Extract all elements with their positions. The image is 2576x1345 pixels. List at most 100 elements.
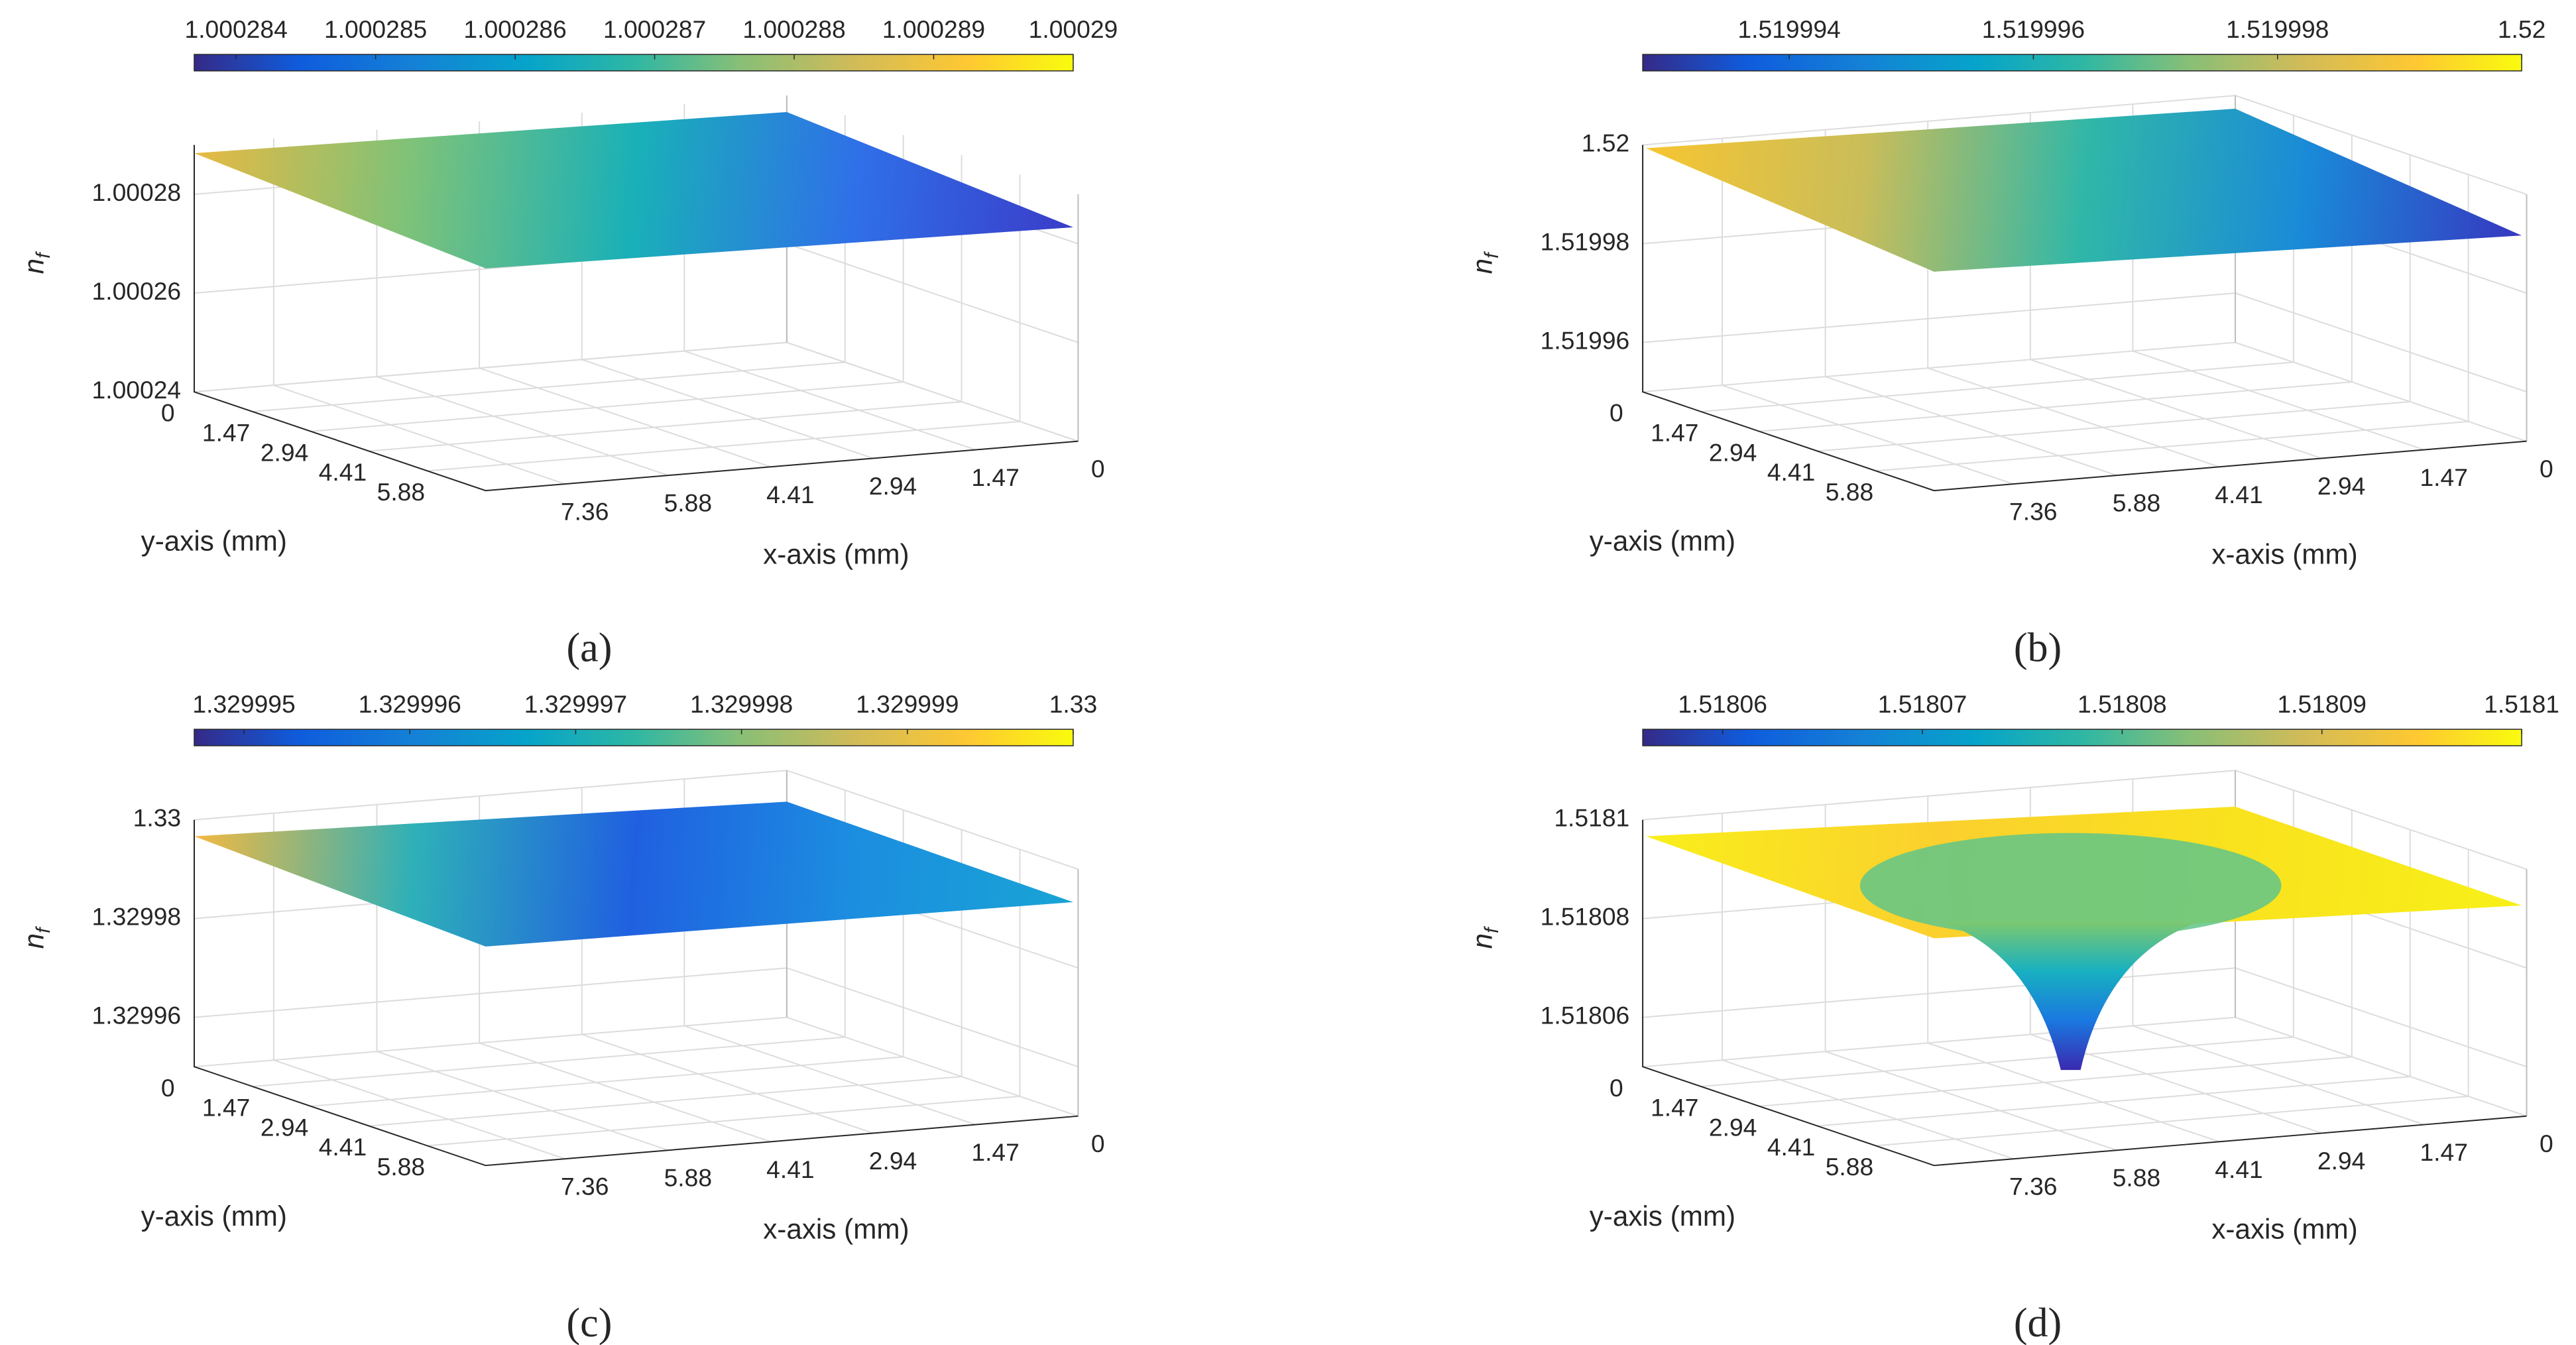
colorbar-tick-label: 1.519994	[1737, 15, 1840, 43]
colorbar-tick-label: 1.51808	[2078, 690, 2167, 718]
z-tick-label: 1.00026	[92, 277, 182, 305]
z-label-sub: f	[32, 251, 54, 259]
x-tick-label: 0	[2540, 1130, 2553, 1157]
colorbar-tick-label: 1.329997	[524, 690, 627, 718]
y-tick-label: 0	[161, 399, 175, 427]
x-tick-label: 1.47	[2420, 1138, 2467, 1166]
x-tick-label: 5.88	[664, 1164, 712, 1192]
colorbar-tick-label: 1.00029	[1029, 15, 1118, 43]
x-tick-label: 7.36	[561, 1173, 609, 1200]
z-axis-label: nf	[1467, 251, 1503, 274]
x-tick-label: 1.47	[971, 463, 1019, 491]
y-tick-label: 1.47	[202, 1094, 250, 1122]
colorbar-tick-label: 1.000288	[742, 15, 845, 43]
z-axis-label: nf	[19, 926, 54, 949]
y-tick-label: 4.41	[319, 458, 367, 486]
x-tick-label: 0	[1091, 1130, 1105, 1157]
panel: 1.32996 1.32998 1.33 0 1.47 2.94 4.41 5.88 0 1.47…	[19, 690, 1105, 1345]
x-tick-label: 0	[2540, 455, 2553, 483]
z-tick-label: 1.52	[1582, 129, 1629, 157]
y-tick-label: 1.47	[202, 419, 250, 447]
colorbar-tick-label: 1.519998	[2226, 15, 2329, 43]
y-tick-label: 5.88	[377, 1153, 425, 1181]
colorbar-tick-label: 1.000285	[324, 15, 427, 43]
z-tick-label: 1.51998	[1541, 228, 1630, 256]
y-tick-label: 2.94	[261, 1113, 308, 1141]
z-tick-label: 1.51808	[1541, 903, 1630, 931]
colorbar	[194, 54, 1074, 72]
surface-dip	[1859, 833, 2282, 939]
z-tick-label: 1.5181	[1554, 804, 1629, 832]
panel-label: (a)	[566, 626, 612, 671]
colorbar-tick-label: 1.329996	[359, 690, 461, 718]
y-axis-label: y-axis (mm)	[141, 1200, 287, 1232]
x-tick-label: 0	[1091, 455, 1105, 483]
y-grid-line	[427, 849, 1021, 1147]
y-grid-line	[1817, 829, 2411, 1127]
z-grid-line	[1643, 770, 2527, 870]
panel-label: (c)	[566, 1301, 612, 1345]
x-tick-label: 4.41	[2215, 1155, 2262, 1183]
panel: 1.000241.000261.0002801.472.944.415.8801…	[19, 15, 1118, 671]
x-tick-label: 2.94	[869, 1147, 917, 1175]
x-tick-label: 2.94	[2317, 1147, 2365, 1175]
x-axis-label: x-axis (mm)	[2211, 1214, 2357, 1245]
z-axis-label: nf	[19, 251, 54, 274]
x-tick-label: 1.47	[971, 1138, 1019, 1166]
z-grid-line	[1643, 292, 2527, 393]
z-tick-label: 1.32998	[92, 903, 182, 931]
colorbar-tick-label: 1.329998	[690, 690, 793, 718]
x-tick-label: 7.36	[561, 498, 609, 526]
x-tick-label: 4.41	[766, 481, 814, 508]
colorbar-tick-label: 1.519996	[1982, 15, 2085, 43]
z-label-sub: f	[1481, 251, 1503, 259]
colorbar	[194, 729, 1074, 746]
x-tick-label: 5.88	[664, 489, 712, 517]
x-tick-label: 4.41	[766, 1155, 814, 1183]
z-grid-line	[194, 967, 1079, 1068]
y-tick-label: 5.88	[377, 478, 425, 506]
x-axis-label: x-axis (mm)	[763, 539, 909, 570]
colorbar-tick-label: 1.000289	[882, 15, 985, 43]
surface	[194, 112, 1073, 268]
z-tick-label: 1.51806	[1541, 1002, 1630, 1029]
x-axis-label: x-axis (mm)	[763, 1214, 909, 1245]
x-tick-label: 7.36	[2009, 498, 2057, 526]
colorbar-tick-label: 1.000287	[603, 15, 706, 43]
x-tick-label: 7.36	[2009, 1173, 2057, 1200]
panel: 1.51996 1.51998 1.52 0 1.47 2.94 4.41 5.88 0 1.47…	[1467, 15, 2553, 671]
colorbar-tick-label: 1.000286	[463, 15, 566, 43]
x-axis-label: x-axis (mm)	[2211, 539, 2357, 570]
x-tick-label: 1.47	[2420, 463, 2467, 491]
surface	[1646, 109, 2522, 272]
colorbar-tick-label: 1.51806	[1678, 690, 1767, 718]
colorbar-tick-label: 1.51807	[1878, 690, 1967, 718]
z-label-base: n	[19, 933, 50, 949]
z-label-base: n	[19, 259, 50, 274]
colorbar-tick-label: 1.52	[2498, 15, 2546, 43]
y-tick-label: 0	[161, 1074, 175, 1102]
y-axis-label: y-axis (mm)	[1590, 1200, 1735, 1232]
z-tick-label: 1.00028	[92, 178, 182, 206]
colorbar-tick-label: 1.329995	[192, 690, 295, 718]
axis-line	[1642, 145, 2527, 492]
y-tick-label: 4.41	[319, 1133, 367, 1161]
z-label-sub: f	[32, 926, 54, 933]
y-tick-label: 2.94	[1709, 438, 1757, 466]
z-grid-line	[194, 770, 1079, 870]
y-tick-label: 2.94	[261, 438, 308, 466]
colorbar	[1642, 54, 2522, 72]
z-label-sub: f	[1481, 926, 1503, 933]
panel-label: (d)	[2014, 1301, 2062, 1345]
axis-line	[194, 819, 1079, 1167]
colorbar-tick-label: 1.329999	[856, 690, 959, 718]
x-tick-label: 2.94	[869, 472, 917, 500]
x-tick-label: 5.88	[2113, 1164, 2160, 1192]
y-grid-line	[1875, 174, 2469, 472]
colorbar-tick-label: 1.000284	[184, 15, 287, 43]
y-tick-label: 4.41	[1767, 458, 1815, 486]
z-grid-line	[194, 243, 1079, 343]
x-tick-label: 4.41	[2215, 481, 2262, 508]
colorbar-tick-label: 1.51809	[2277, 690, 2367, 718]
